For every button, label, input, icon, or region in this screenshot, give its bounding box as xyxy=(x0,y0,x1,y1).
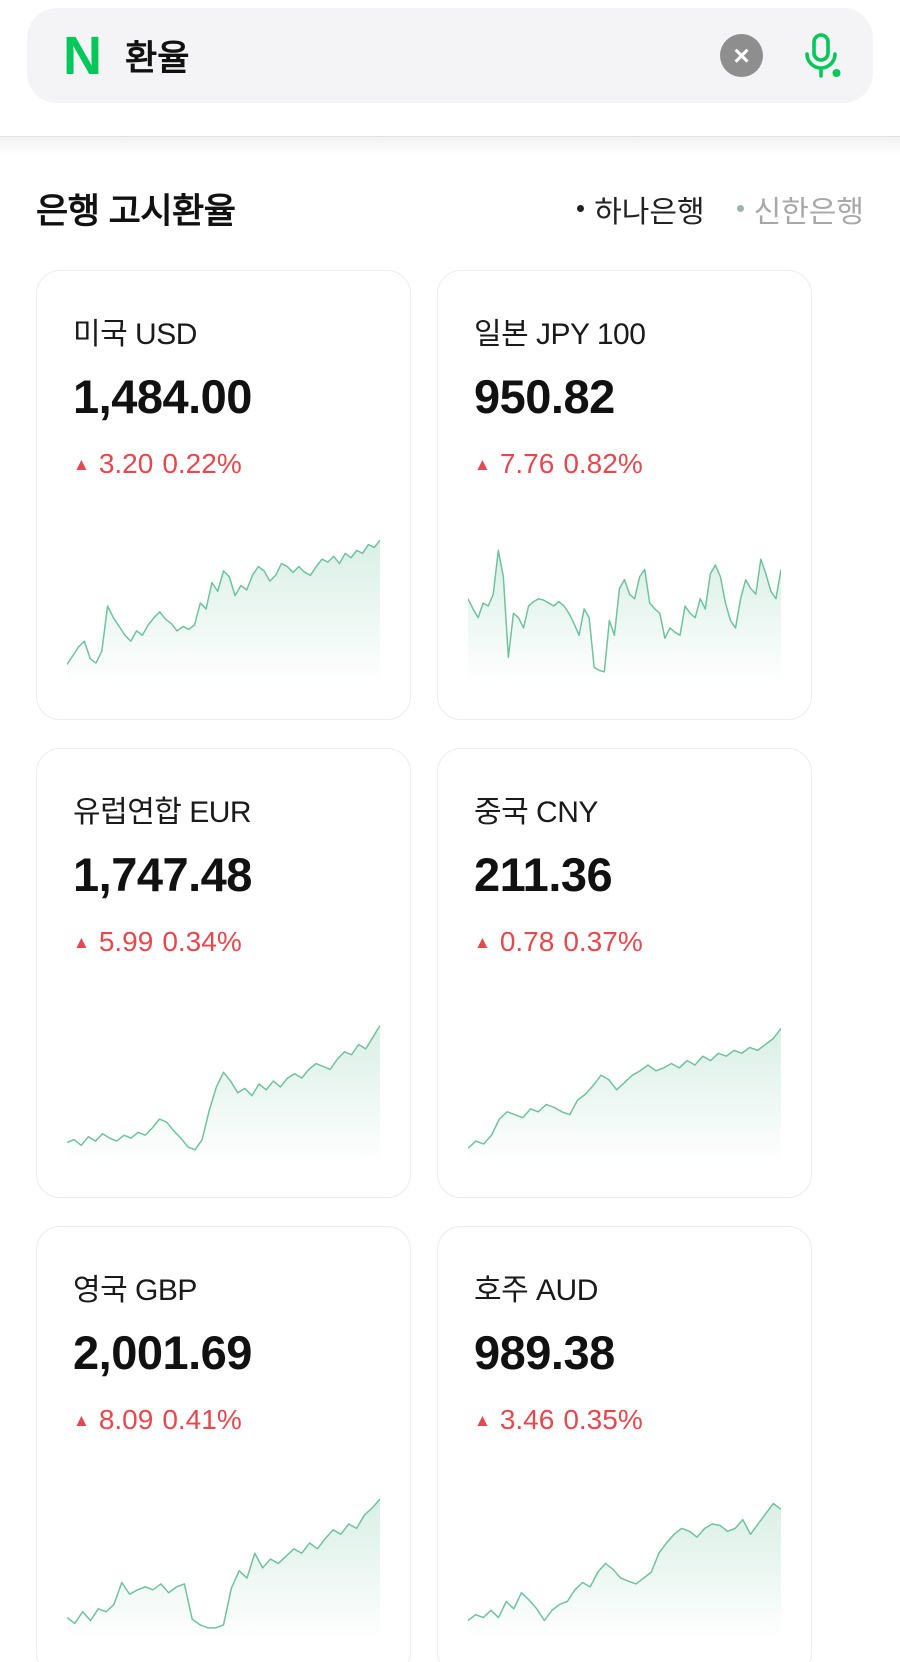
currency-name: 영국 GBP xyxy=(73,1274,197,1307)
change-percent: 0.82% xyxy=(563,448,643,479)
currency-name: 일본 JPY 100 xyxy=(474,318,646,351)
sparkline-chart xyxy=(67,1483,380,1641)
up-arrow-icon: ▲ xyxy=(474,454,491,474)
clear-search-button[interactable]: × xyxy=(720,34,763,77)
rate-change: ▲ 8.09 0.41% xyxy=(67,1404,380,1436)
header-divider xyxy=(0,136,900,137)
change-percent: 0.35% xyxy=(563,1404,643,1435)
search-query-text: 환율 xyxy=(125,39,190,78)
search-input[interactable]: N 환율 × xyxy=(27,8,873,103)
rate-change: ▲ 7.76 0.82% xyxy=(468,448,781,480)
rate-change: ▲ 5.99 0.34% xyxy=(67,926,380,958)
change-amount: 3.20 xyxy=(98,448,154,479)
currency-name: 중국 CNY xyxy=(474,796,598,829)
sparkline-chart xyxy=(468,1005,781,1163)
currency-card[interactable]: 일본 JPY 100 950.82 ▲ 7.76 0.82% xyxy=(437,270,812,720)
currency-name: 호주 AUD xyxy=(474,1274,598,1307)
change-percent: 0.22% xyxy=(162,448,242,479)
change-percent: 0.34% xyxy=(162,926,242,957)
up-arrow-icon: ▲ xyxy=(73,454,90,474)
tab-hana-bank[interactable]: 하나은행 xyxy=(577,187,705,231)
sparkline-chart xyxy=(67,1005,380,1163)
change-amount: 8.09 xyxy=(98,1404,154,1435)
change-amount: 0.78 xyxy=(499,926,555,957)
voice-search-button[interactable] xyxy=(797,32,845,80)
naver-logo-icon: N xyxy=(63,25,102,86)
tab-label: 신한은행 xyxy=(753,195,864,229)
page-title: 은행 고시환율 xyxy=(36,192,236,231)
tab-shinhan-bank[interactable]: 신한은행 xyxy=(736,187,864,231)
up-arrow-icon: ▲ xyxy=(474,1410,491,1430)
microphone-icon xyxy=(805,32,841,78)
exchange-rate-value: 989.38 xyxy=(474,1326,615,1379)
close-icon: × xyxy=(733,39,750,71)
change-percent: 0.41% xyxy=(162,1404,242,1435)
search-header: N 환율 × xyxy=(0,0,900,103)
currency-card[interactable]: 유럽연합 EUR 1,747.48 ▲ 5.99 0.34% xyxy=(36,748,411,1198)
sparkline-chart xyxy=(468,1483,781,1641)
bullet-icon xyxy=(577,205,585,212)
up-arrow-icon: ▲ xyxy=(474,932,491,952)
change-percent: 0.37% xyxy=(563,926,643,957)
currency-card[interactable]: 호주 AUD 989.38 ▲ 3.46 0.35% xyxy=(437,1226,812,1662)
change-amount: 5.99 xyxy=(98,926,154,957)
rate-change: ▲ 3.46 0.35% xyxy=(468,1404,781,1436)
change-amount: 3.46 xyxy=(499,1404,555,1435)
rate-change: ▲ 3.20 0.22% xyxy=(67,448,380,480)
bullet-icon xyxy=(736,205,744,212)
sparkline-chart xyxy=(67,527,380,685)
currency-name: 유럽연합 EUR xyxy=(73,796,252,829)
tab-label: 하나은행 xyxy=(594,195,705,229)
change-amount: 7.76 xyxy=(499,448,555,479)
currency-card[interactable]: 영국 GBP 2,001.69 ▲ 8.09 0.41% xyxy=(36,1226,411,1662)
exchange-rate-value: 2,001.69 xyxy=(73,1326,252,1379)
exchange-rate-value: 1,484.00 xyxy=(73,370,252,423)
exchange-rate-value: 211.36 xyxy=(474,848,613,901)
currency-card[interactable]: 미국 USD 1,484.00 ▲ 3.20 0.22% xyxy=(36,270,411,720)
rates-grid: 미국 USD 1,484.00 ▲ 3.20 0.22% 일본 JPY 100 … xyxy=(36,270,864,1662)
up-arrow-icon: ▲ xyxy=(73,932,90,952)
sparkline-chart xyxy=(468,527,781,685)
bank-tabs: 하나은행 신한은행 xyxy=(577,187,864,231)
rate-change: ▲ 0.78 0.37% xyxy=(468,926,781,958)
currency-card[interactable]: 중국 CNY 211.36 ▲ 0.78 0.37% xyxy=(437,748,812,1198)
currency-name: 미국 USD xyxy=(73,318,197,351)
header-divider-shadow xyxy=(0,137,900,155)
exchange-rate-value: 950.82 xyxy=(474,370,615,423)
exchange-rate-value: 1,747.48 xyxy=(73,848,252,901)
section-header: 은행 고시환율 하나은행 신한은행 xyxy=(36,183,864,234)
up-arrow-icon: ▲ xyxy=(73,1410,90,1430)
mic-dot-icon xyxy=(832,68,841,77)
